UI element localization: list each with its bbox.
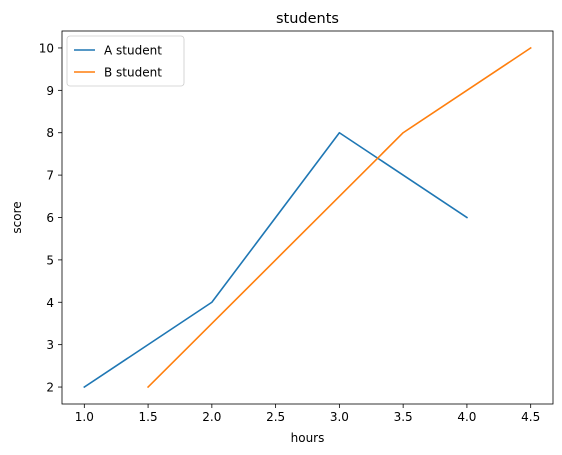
x-tick-label: 3.5: [394, 410, 413, 424]
legend-label: A student: [104, 44, 162, 58]
y-axis-label: score: [10, 201, 24, 233]
y-tick-label: 4: [46, 296, 54, 310]
chart-title: students: [276, 11, 339, 27]
y-tick-label: 7: [46, 169, 54, 183]
y-tick-label: 8: [46, 126, 54, 140]
series-line-b-student: [146, 46, 532, 389]
legend: A student B student: [66, 35, 185, 87]
axes-frame: [61, 30, 554, 405]
x-tick-label: 2.0: [202, 410, 221, 424]
y-tick-label: 3: [46, 338, 54, 352]
x-tick-label: 2.5: [266, 410, 285, 424]
plot-layer: 1.0 1.5 2.0 2.5 3.0 3.5 4.0 4.5 2 3 4 5 6 7 8 9 10: [39, 30, 554, 424]
legend-box: [66, 35, 185, 87]
y-tick-label: 9: [46, 84, 54, 98]
x-tick-label: 1.5: [139, 410, 158, 424]
x-tick-label: 1.0: [75, 410, 94, 424]
x-tick-label: 4.5: [521, 410, 540, 424]
x-tick-label: 3.0: [330, 410, 349, 424]
y-tick-label: 5: [46, 253, 54, 267]
x-tick-label: 4.0: [457, 410, 476, 424]
y-tick-label: 2: [46, 381, 54, 395]
y-tick-label: 10: [39, 41, 54, 55]
legend-label: B student: [104, 66, 162, 80]
series-line-a-student: [83, 131, 469, 389]
x-axis-label: hours: [291, 431, 325, 445]
y-tick-label: 6: [46, 211, 54, 225]
